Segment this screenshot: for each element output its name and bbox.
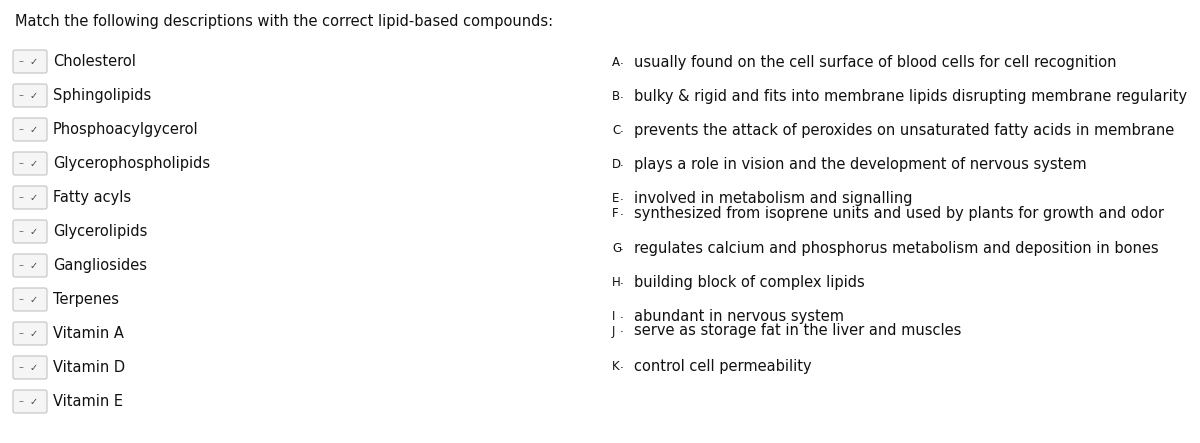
FancyBboxPatch shape [13,254,47,277]
Text: F: F [612,206,619,219]
Text: .: . [620,190,624,202]
Text: .: . [620,307,624,320]
Text: Phosphoacylgycerol: Phosphoacylgycerol [53,122,199,137]
Text: Vitamin E: Vitamin E [53,394,124,409]
Text: –: – [19,260,24,271]
Text: –: – [19,329,24,338]
Text: –: – [19,396,24,407]
Text: C: C [612,124,620,136]
Text: ✓: ✓ [30,193,38,202]
Text: E: E [612,191,619,205]
Text: .: . [620,121,624,135]
Text: building block of complex lipids: building block of complex lipids [634,275,865,289]
Text: Glycerolipids: Glycerolipids [53,224,148,239]
Text: abundant in nervous system: abundant in nervous system [634,308,844,323]
Text: .: . [620,155,624,168]
Text: –: – [19,193,24,202]
Text: H: H [612,276,620,288]
Text: Sphingolipids: Sphingolipids [53,88,151,103]
Text: serve as storage fat in the liver and muscles: serve as storage fat in the liver and mu… [634,323,961,338]
FancyBboxPatch shape [13,288,47,311]
FancyBboxPatch shape [13,186,47,209]
Text: .: . [620,88,624,101]
Text: ✓: ✓ [30,90,38,101]
Text: –: – [19,124,24,135]
Text: ✓: ✓ [30,57,38,66]
Text: Vitamin A: Vitamin A [53,326,124,341]
Text: J: J [612,325,616,338]
Text: bulky & rigid and fits into membrane lipids disrupting membrane regularity: bulky & rigid and fits into membrane lip… [634,89,1187,104]
FancyBboxPatch shape [13,118,47,141]
Text: –: – [19,159,24,168]
Text: Glycerophospholipids: Glycerophospholipids [53,156,210,171]
FancyBboxPatch shape [13,220,47,243]
Text: ✓: ✓ [30,362,38,373]
Text: ✓: ✓ [30,226,38,237]
Text: usually found on the cell surface of blood cells for cell recognition: usually found on the cell surface of blo… [634,54,1116,70]
Text: ✓: ✓ [30,124,38,135]
Text: .: . [620,358,624,370]
FancyBboxPatch shape [13,152,47,175]
Text: plays a role in vision and the development of nervous system: plays a role in vision and the developme… [634,156,1087,171]
Text: ✓: ✓ [30,159,38,168]
Text: .: . [620,54,624,66]
Text: Terpenes: Terpenes [53,292,119,307]
Text: K: K [612,360,619,373]
Text: ✓: ✓ [30,295,38,304]
FancyBboxPatch shape [13,322,47,345]
Text: ✓: ✓ [30,396,38,407]
Text: D: D [612,158,622,171]
Text: regulates calcium and phosphorus metabolism and deposition in bones: regulates calcium and phosphorus metabol… [634,241,1159,256]
Text: control cell permeability: control cell permeability [634,358,811,373]
FancyBboxPatch shape [13,50,47,73]
Text: A: A [612,55,620,69]
Text: ✓: ✓ [30,329,38,338]
Text: .: . [620,323,624,335]
Text: G: G [612,241,622,254]
FancyBboxPatch shape [13,390,47,413]
Text: .: . [620,273,624,287]
Text: involved in metabolism and signalling: involved in metabolism and signalling [634,190,912,206]
Text: –: – [19,226,24,237]
Text: .: . [620,240,624,253]
Text: –: – [19,362,24,373]
Text: synthesized from isoprene units and used by plants for growth and odor: synthesized from isoprene units and used… [634,206,1164,221]
Text: ✓: ✓ [30,260,38,271]
Text: –: – [19,57,24,66]
Text: Vitamin D: Vitamin D [53,360,125,375]
Text: Gangliosides: Gangliosides [53,258,148,273]
Text: Match the following descriptions with the correct lipid-based compounds:: Match the following descriptions with th… [14,14,553,29]
Text: –: – [19,90,24,101]
Text: Fatty acyls: Fatty acyls [53,190,131,205]
Text: –: – [19,295,24,304]
Text: prevents the attack of peroxides on unsaturated fatty acids in membrane: prevents the attack of peroxides on unsa… [634,123,1175,137]
Text: B: B [612,89,620,102]
Text: .: . [620,205,624,218]
Text: Cholesterol: Cholesterol [53,54,136,69]
FancyBboxPatch shape [13,356,47,379]
FancyBboxPatch shape [13,84,47,107]
Text: I: I [612,310,616,323]
